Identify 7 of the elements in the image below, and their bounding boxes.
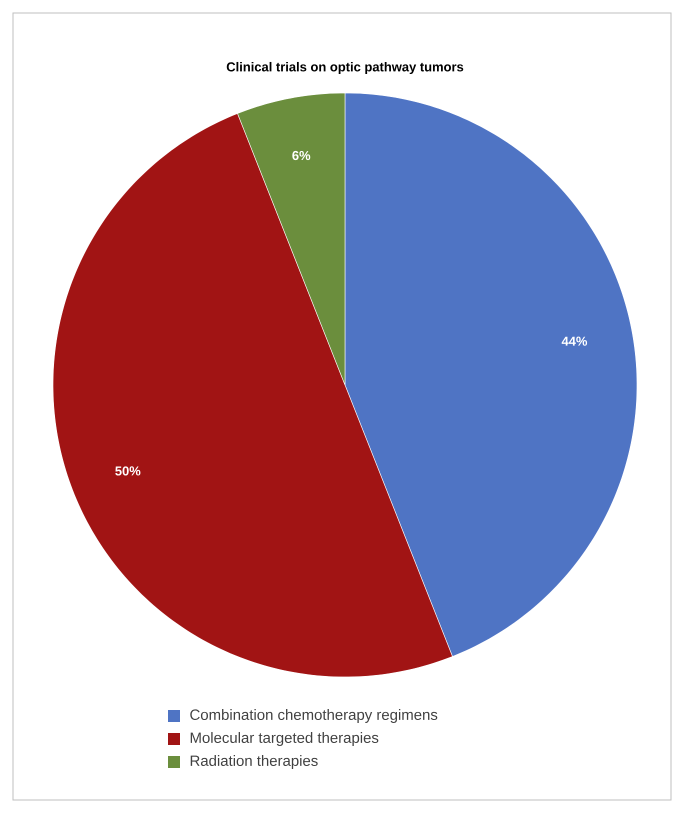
legend-label: Radiation therapies [190, 755, 318, 769]
legend-label: Molecular targeted therapies [190, 732, 378, 746]
data-label: 50% [115, 466, 140, 476]
data-label: 44% [562, 336, 588, 346]
legend-label: Combination chemotherapy regimens [190, 709, 438, 723]
chart-title: Clinical trials on optic pathway tumors [226, 62, 464, 74]
data-label: 6% [292, 150, 310, 160]
